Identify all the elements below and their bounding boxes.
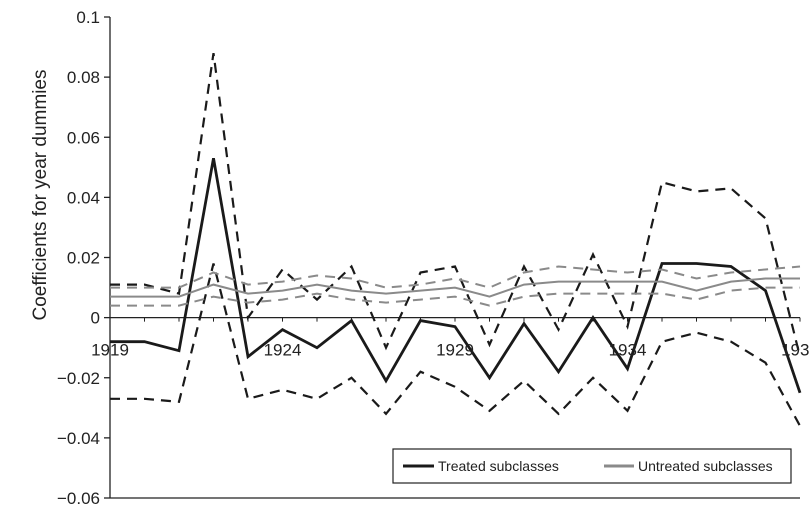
x-tick-label: 1919 — [91, 341, 129, 360]
y-tick-label: 0.1 — [76, 8, 100, 27]
y-tick-label: 0.08 — [67, 68, 100, 87]
x-tick-label: 1924 — [264, 341, 302, 360]
y-axis-title: Coefficients for year dummies — [30, 70, 51, 321]
y-tick-label: −0.02 — [57, 369, 100, 388]
x-tick-label: 1939 — [781, 341, 809, 360]
legend: Treated subclasses Untreated subclasses — [393, 449, 791, 483]
x-tick-label: 1934 — [609, 341, 647, 360]
y-tick-label: 0.02 — [67, 249, 100, 268]
x-tick-label: 1929 — [436, 341, 474, 360]
y-tick-label: −0.06 — [57, 489, 100, 507]
y-tick-label: 0.06 — [67, 128, 100, 147]
legend-label-untreated: Untreated subclasses — [638, 458, 773, 474]
y-tick-label: −0.04 — [57, 429, 100, 448]
legend-label-treated: Treated subclasses — [438, 458, 559, 474]
y-tick-label: 0.04 — [67, 188, 100, 207]
y-tick-label: 0 — [91, 309, 100, 328]
